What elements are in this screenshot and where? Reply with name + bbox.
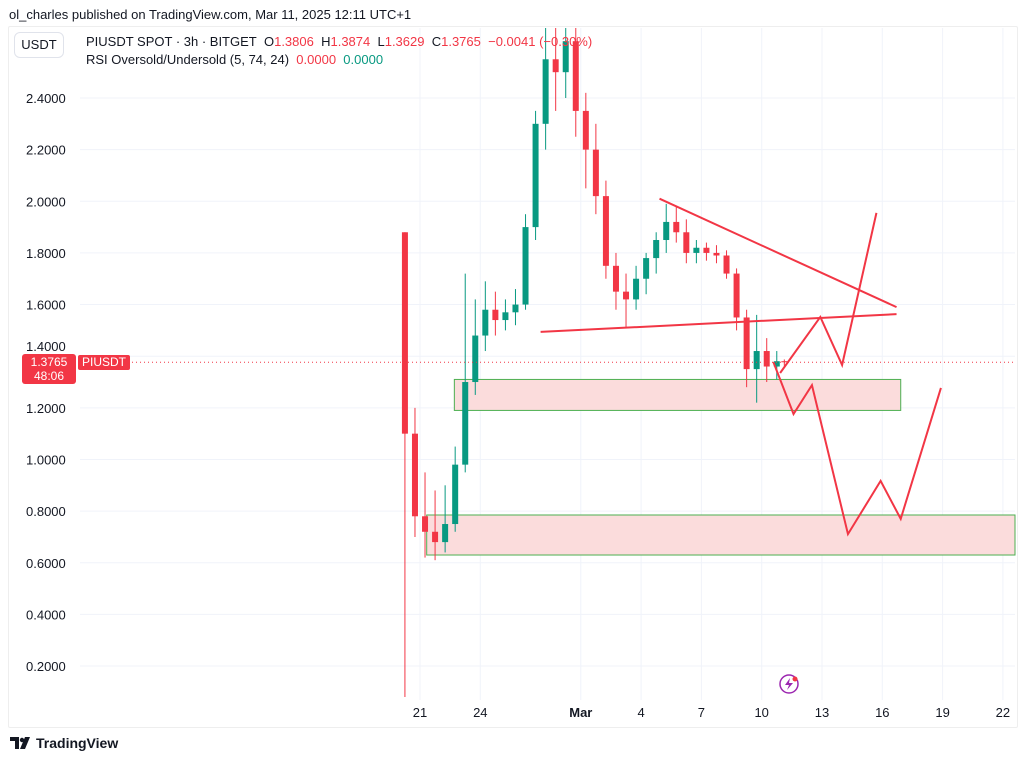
candle-body <box>643 258 650 279</box>
candle-body <box>452 464 459 525</box>
x-tick-label: 19 <box>935 705 949 720</box>
candle-body <box>492 309 499 321</box>
candle-body <box>753 351 760 370</box>
projection-path <box>772 361 942 537</box>
indicator-title[interactable]: RSI Oversold/Undersold (5, 74, 24) <box>86 52 290 67</box>
y-tick-label: 1.0000 <box>26 452 66 467</box>
indicator-value-1: 0.0000 <box>296 52 337 67</box>
candle-body <box>612 265 619 292</box>
support-zone <box>453 378 902 411</box>
x-tick-label: 13 <box>815 705 829 720</box>
y-tick-label: 2.4000 <box>26 91 66 106</box>
y-tick-label: 1.4000 <box>26 339 66 354</box>
candle-body <box>442 524 449 543</box>
candle-body <box>602 196 609 266</box>
open-label: O <box>263 34 275 49</box>
candle-body <box>552 59 559 73</box>
close-label: C <box>431 34 442 49</box>
candle-body <box>673 221 680 233</box>
candle-body <box>592 149 599 197</box>
change-value: −0.0041 (−0.30%) <box>488 34 593 49</box>
bar-countdown: 48:06 <box>33 369 65 383</box>
y-tick-label: 1.6000 <box>26 298 66 313</box>
x-tick-label: 16 <box>875 705 889 720</box>
tradingview-logo-icon <box>10 737 30 749</box>
candle-body <box>743 317 750 370</box>
candle-body <box>663 221 670 241</box>
y-tick-label: 0.4000 <box>26 607 66 622</box>
candle-body <box>562 41 569 73</box>
y-tick-label: 0.2000 <box>26 659 66 674</box>
candle-body <box>693 247 700 253</box>
candle-body <box>532 123 539 228</box>
currency-unit-button[interactable]: USDT <box>14 32 64 58</box>
projection-path <box>779 212 878 374</box>
candle-body <box>572 41 579 111</box>
candle-body <box>411 433 418 517</box>
x-tick-label: 7 <box>698 705 705 720</box>
x-tick-label: Mar <box>569 705 592 720</box>
low-label: L <box>377 34 385 49</box>
chart-panel[interactable] <box>8 26 1018 728</box>
candle-body <box>653 240 660 259</box>
candle-body <box>763 351 770 367</box>
x-tick-label: 22 <box>996 705 1010 720</box>
candle-body <box>462 382 469 465</box>
y-tick-label: 2.0000 <box>26 194 66 209</box>
indicator-value-2: 0.0000 <box>343 52 384 67</box>
candle-body <box>683 232 690 253</box>
y-tick-label: 1.8000 <box>26 246 66 261</box>
close-value: 1.3765 <box>441 34 481 49</box>
x-tick-label: 4 <box>637 705 644 720</box>
x-tick-label: 21 <box>413 705 427 720</box>
last-price: 1.3765 <box>30 355 68 369</box>
candle-body <box>713 252 720 256</box>
candle-body <box>522 227 529 305</box>
brand-name: TradingView <box>36 735 119 751</box>
candle-body <box>472 335 479 383</box>
tradingview-logo[interactable]: TradingView <box>10 735 118 751</box>
symbol-title[interactable]: PIUSDT SPOT · 3h · BITGET <box>86 34 257 49</box>
high-value: 1.3874 <box>330 34 371 49</box>
candle-body <box>482 309 489 336</box>
symbol-price-label: PIUSDT <box>78 355 131 370</box>
indicator-legend: RSI Oversold/Undersold (5, 74, 24) 0.000… <box>86 52 383 67</box>
candle-body <box>401 232 408 434</box>
candle-body <box>703 247 710 253</box>
x-tick-label: 24 <box>473 705 487 720</box>
candle-body <box>512 304 519 313</box>
candle-body <box>542 59 549 124</box>
candle-body <box>582 110 589 150</box>
last-price-badge: 1.3765 48:06 <box>22 354 76 384</box>
open-value: 1.3806 <box>274 34 314 49</box>
candle-body <box>781 361 788 363</box>
symbol-legend: PIUSDT SPOT · 3h · BITGET O1.3806 H1.387… <box>86 34 592 49</box>
support-zone <box>426 514 1016 556</box>
candle-body <box>723 255 730 274</box>
high-label: H <box>321 34 331 49</box>
publish-info: ol_charles published on TradingView.com,… <box>9 7 412 22</box>
x-tick-label: 10 <box>754 705 768 720</box>
candle-body <box>623 291 630 300</box>
lightning-icon[interactable] <box>779 674 799 694</box>
y-tick-label: 0.6000 <box>26 556 66 571</box>
low-value: 1.3629 <box>384 34 425 49</box>
trendline <box>540 313 897 333</box>
y-tick-label: 1.2000 <box>26 401 66 416</box>
y-tick-label: 2.2000 <box>26 143 66 158</box>
candle-body <box>432 531 439 543</box>
candle-body <box>502 312 509 321</box>
candle-body <box>733 273 740 318</box>
candle-body <box>633 278 640 300</box>
candle-body <box>422 516 429 532</box>
y-tick-label: 0.8000 <box>26 504 66 519</box>
trendline <box>659 197 897 309</box>
candle-body <box>773 361 780 367</box>
